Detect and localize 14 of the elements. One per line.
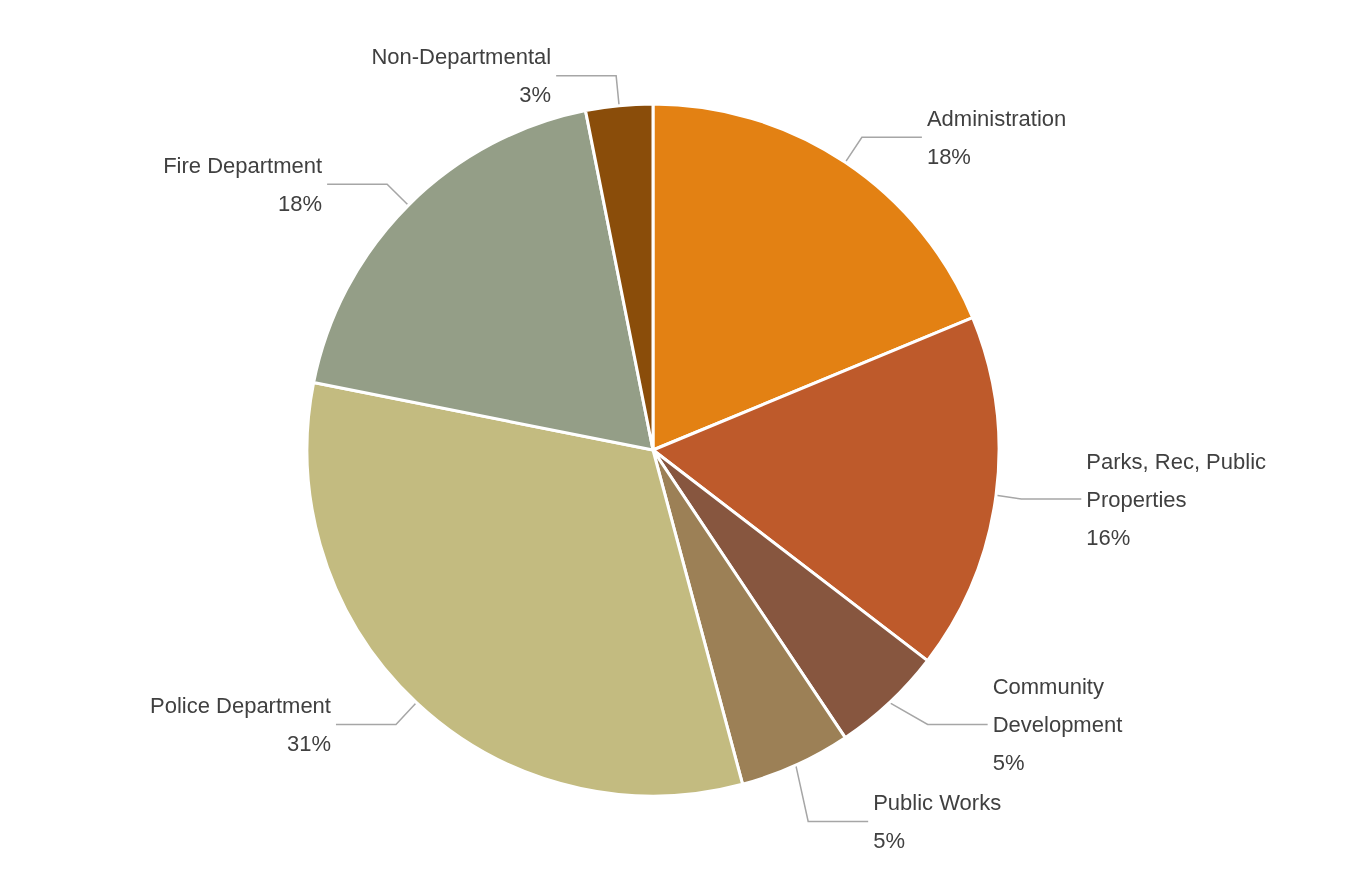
data-label: 31% [286, 730, 331, 756]
slice-label: Police Department [149, 692, 331, 718]
data-label: 3% [519, 82, 552, 108]
slice-label: Public Works [873, 789, 1002, 815]
data-label: 18% [278, 190, 323, 216]
slice-label: Administration [926, 105, 1067, 131]
data-label: 5% [873, 827, 905, 853]
slice-label: Parks, Rec, Public Properties [1086, 448, 1273, 512]
data-label: 16% [1086, 524, 1131, 550]
slice-label: Community Development [992, 673, 1123, 737]
data-label: 18% [926, 143, 971, 169]
slice-label: Non-Departmental [371, 44, 552, 70]
data-label: 5% [992, 749, 1025, 775]
slice-label: Fire Department [163, 152, 323, 178]
